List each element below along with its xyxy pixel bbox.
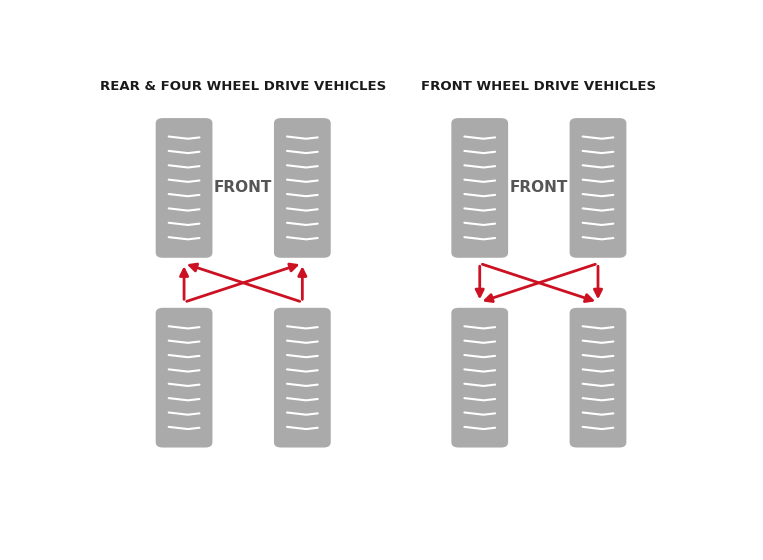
Text: FRONT: FRONT <box>510 180 568 195</box>
FancyBboxPatch shape <box>156 308 212 447</box>
Text: FRONT WHEEL DRIVE VEHICLES: FRONT WHEEL DRIVE VEHICLES <box>421 80 656 93</box>
FancyBboxPatch shape <box>570 308 626 447</box>
FancyBboxPatch shape <box>274 118 330 258</box>
Text: REAR & FOUR WHEEL DRIVE VEHICLES: REAR & FOUR WHEEL DRIVE VEHICLES <box>100 80 386 93</box>
FancyBboxPatch shape <box>570 118 626 258</box>
FancyBboxPatch shape <box>452 118 508 258</box>
Text: FRONT: FRONT <box>214 180 272 195</box>
FancyBboxPatch shape <box>274 308 330 447</box>
FancyBboxPatch shape <box>156 118 212 258</box>
FancyBboxPatch shape <box>452 308 508 447</box>
